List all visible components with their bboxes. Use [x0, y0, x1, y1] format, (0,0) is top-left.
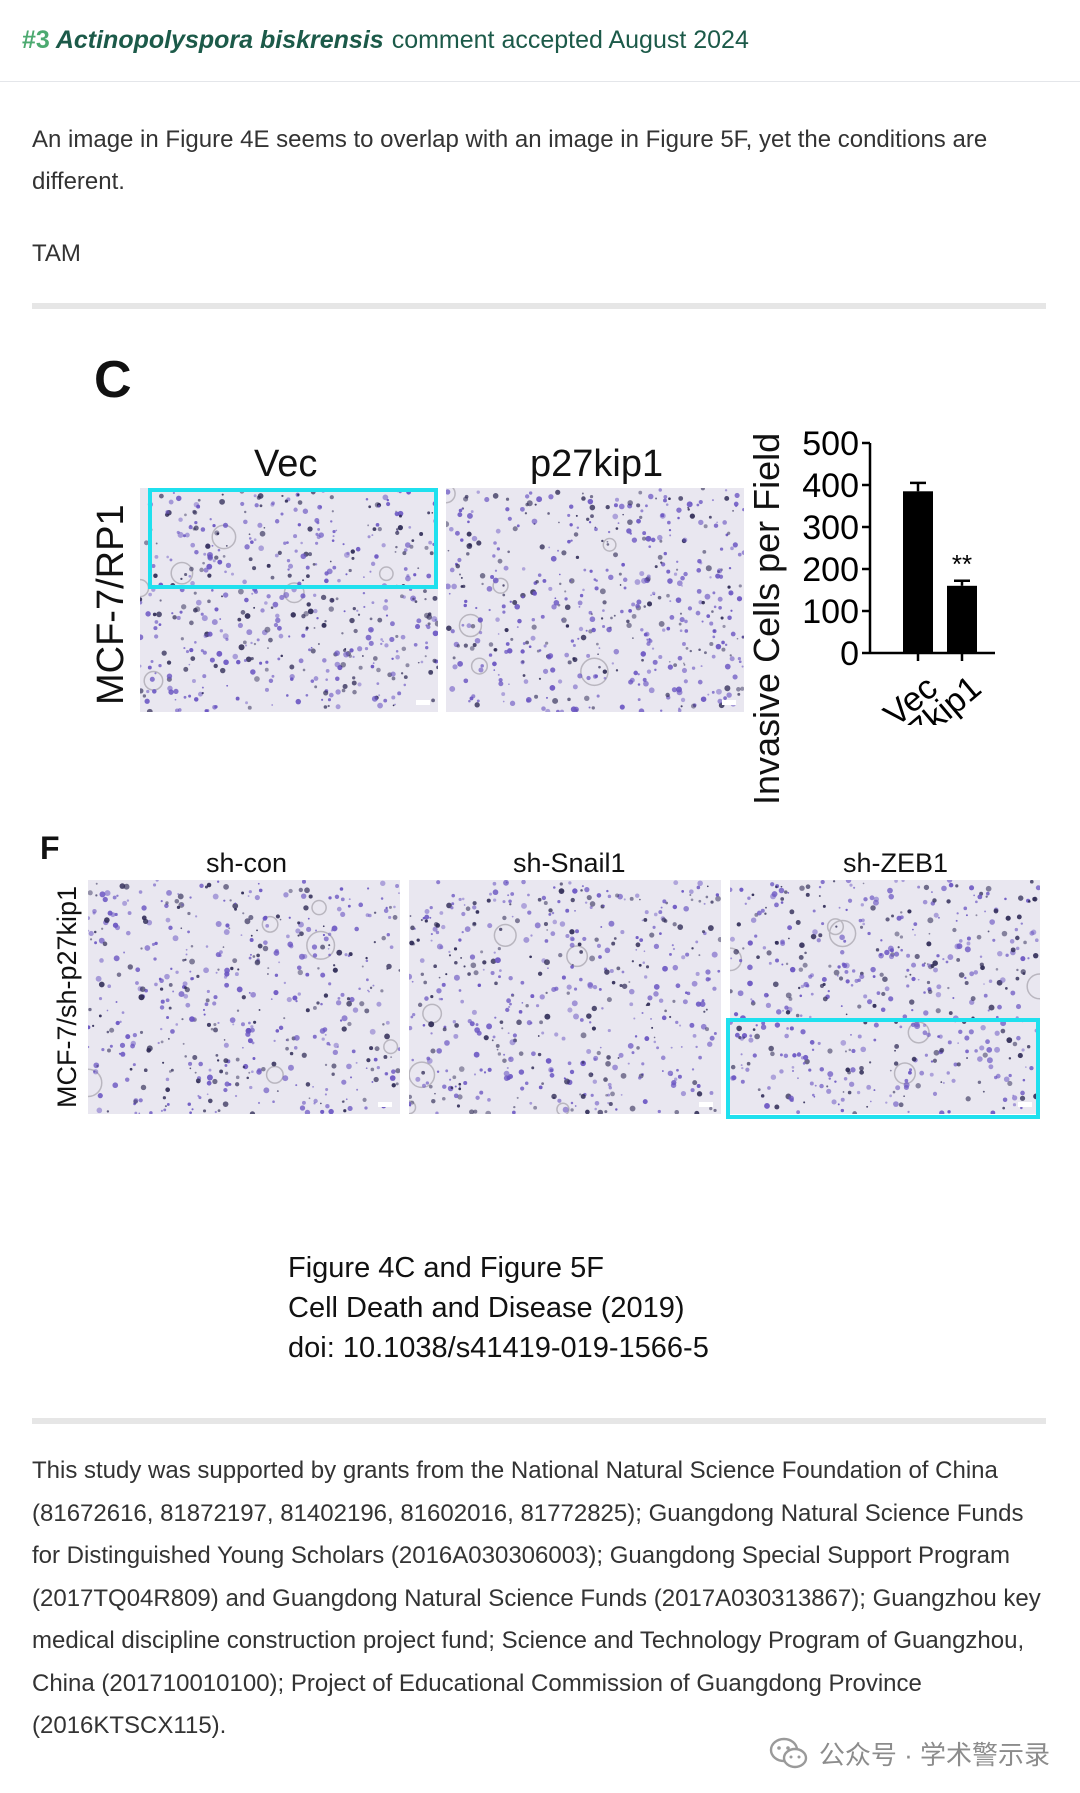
- figure-caption-line3: doi: 10.1038/s41419-019-1566-5: [288, 1332, 709, 1364]
- micrograph-p27kip1: [446, 488, 744, 712]
- divider-bottom: [32, 1418, 1046, 1424]
- micrograph-sh-zeb1: [730, 880, 1040, 1114]
- watermark: 公众号 · 学术警示录: [769, 1735, 1050, 1772]
- chart-ytick-label-500: 500: [802, 425, 859, 463]
- divider-top: [32, 303, 1046, 309]
- watermark-text: 公众号 · 学术警示录: [818, 1740, 1050, 1770]
- panel-c-col-label-2: p27kip1: [530, 443, 664, 485]
- figure-caption-line2: Cell Death and Disease (2019): [288, 1292, 685, 1324]
- comment-header: #3 Actinopolyspora biskrensis comment ac…: [0, 0, 1080, 82]
- chart-ytick-label-0: 0: [840, 635, 859, 673]
- comment-status: comment accepted August 2024: [391, 26, 749, 54]
- panel-f-col-label-3: sh-ZEB1: [843, 848, 949, 878]
- panel-f-letter: F: [40, 830, 60, 866]
- panel-f-row-label: MCF-7/sh-p27kip1: [52, 885, 82, 1108]
- panel-f-col-label-2: sh-Snail1: [513, 848, 626, 878]
- comment-text: An image in Figure 4E seems to overlap w…: [32, 126, 988, 195]
- chart-bar-Vec: [903, 491, 933, 653]
- chart-ytick-label-400: 400: [802, 467, 859, 505]
- chart-ytick-label-300: 300: [802, 509, 859, 547]
- panel-c-row-label: MCF-7/RP1: [90, 504, 132, 705]
- chart-bar-p27kip1: [947, 585, 977, 653]
- highlight-box-4c: [148, 488, 438, 589]
- comment-author: TAM: [32, 240, 81, 267]
- chart-ytick-label-100: 100: [802, 593, 859, 631]
- figure-caption-line1: Figure 4C and Figure 5F: [288, 1252, 604, 1284]
- panel-c-letter: C: [94, 351, 132, 409]
- chart-annotation-p27kip1: **: [952, 549, 972, 579]
- micrograph-sh-snail1: [409, 880, 721, 1114]
- panel-f-col-label-1: sh-con: [206, 848, 288, 878]
- micrograph-sh-con: [88, 880, 400, 1114]
- chart-ylabel: Invasive Cells per Field: [746, 432, 787, 805]
- funding-text: This study was supported by grants from …: [32, 1457, 1041, 1739]
- micrograph-vec: [140, 488, 438, 712]
- comment-number[interactable]: #3: [22, 26, 50, 54]
- wechat-icon: [769, 1737, 809, 1771]
- highlight-box-5f: [726, 1018, 1040, 1119]
- comment-species[interactable]: Actinopolyspora biskrensis: [55, 26, 384, 54]
- chart-ytick-label-200: 200: [802, 551, 859, 589]
- panel-c-col-label-1: Vec: [254, 443, 318, 485]
